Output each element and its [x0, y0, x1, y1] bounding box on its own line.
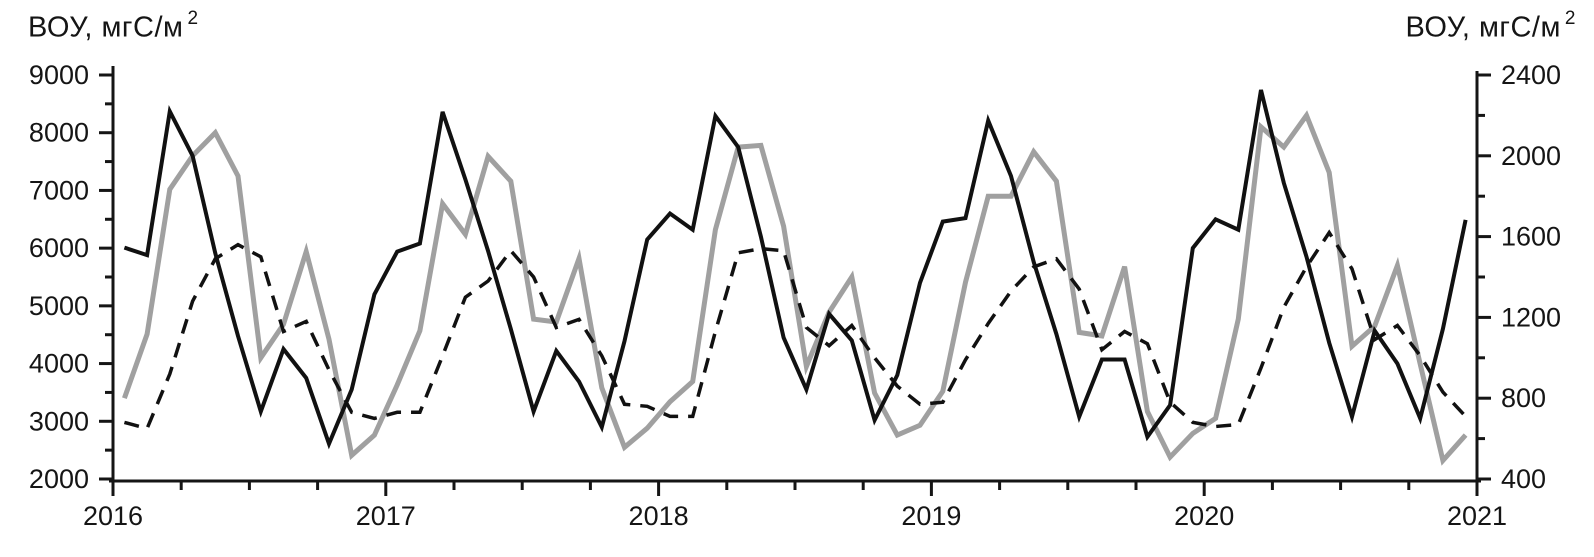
left-axis-tick-label: 6000 — [29, 233, 89, 263]
left-axis-tick-label: 3000 — [29, 406, 89, 436]
series-solid-black-line — [123, 89, 1468, 450]
x-axis-year-label: 2016 — [83, 501, 143, 531]
right-axis-tick-label: 2000 — [1501, 141, 1561, 171]
left-axis-tick-label: 7000 — [29, 175, 89, 205]
right-axis-tick-label: 1200 — [1501, 302, 1561, 332]
left-axis-tick-label: 9000 — [29, 60, 89, 90]
series-dashed-black-line — [123, 229, 1467, 431]
left-axis-tick-label: 4000 — [29, 349, 89, 379]
x-axis-year-label: 2019 — [901, 501, 961, 531]
right-axis-title-superscript: 2 — [1564, 8, 1576, 29]
right-axis-tick-label: 2400 — [1501, 60, 1561, 90]
left-axis-tick-label: 2000 — [29, 464, 89, 494]
left-axis-tick-label: 5000 — [29, 291, 89, 321]
x-axis-year-label: 2021 — [1447, 501, 1507, 531]
x-axis-year-label: 2020 — [1174, 501, 1234, 531]
x-axis-year-label: 2018 — [629, 501, 689, 531]
right-axis-tick-label: 400 — [1501, 464, 1546, 494]
right-axis-tick-label: 1600 — [1501, 222, 1561, 252]
series-solid-gray-line — [122, 110, 1468, 466]
left-axis-title-superscript: 2 — [187, 8, 199, 29]
right-axis-title: ВОУ, мгС/м 2 — [1405, 8, 1575, 45]
left-axis-tick-label: 8000 — [29, 118, 89, 148]
right-axis-tick-label: 800 — [1501, 383, 1546, 413]
left-axis-title-text: ВОУ, мгС/м — [28, 11, 184, 44]
left-axis-title: ВОУ, мгС/м 2 — [28, 8, 199, 45]
x-axis-year-label: 2017 — [356, 501, 416, 531]
right-axis-title-text: ВОУ, мгС/м — [1405, 11, 1561, 44]
